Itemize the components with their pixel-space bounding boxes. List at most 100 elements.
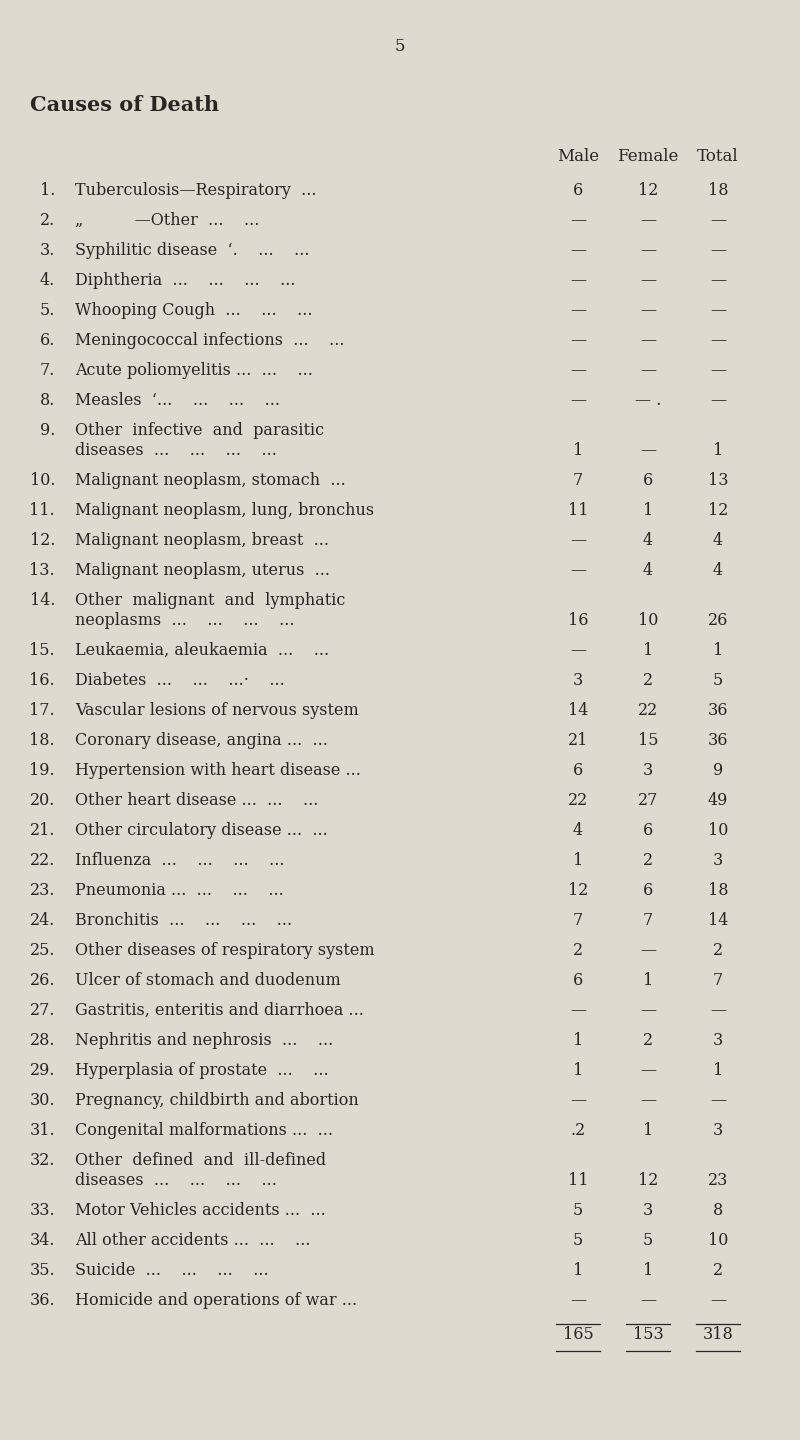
Text: 16: 16	[568, 612, 588, 629]
Text: 1: 1	[713, 1063, 723, 1079]
Text: .2: .2	[570, 1122, 586, 1139]
Text: 14: 14	[708, 912, 728, 929]
Text: Whooping Cough  ...    ...    ...: Whooping Cough ... ... ...	[75, 302, 313, 320]
Text: 3: 3	[713, 1032, 723, 1048]
Text: 12: 12	[708, 503, 728, 518]
Text: —: —	[640, 242, 656, 259]
Text: Other heart disease ...  ...    ...: Other heart disease ... ... ...	[75, 792, 318, 809]
Text: 35.: 35.	[30, 1261, 55, 1279]
Text: —: —	[710, 242, 726, 259]
Text: —: —	[640, 272, 656, 289]
Text: 26: 26	[708, 612, 728, 629]
Text: —: —	[640, 302, 656, 320]
Text: 6: 6	[643, 881, 653, 899]
Text: Other circulatory disease ...  ...: Other circulatory disease ... ...	[75, 822, 328, 840]
Text: Other diseases of respiratory system: Other diseases of respiratory system	[75, 942, 374, 959]
Text: Malignant neoplasm, breast  ...: Malignant neoplasm, breast ...	[75, 531, 329, 549]
Text: Coronary disease, angina ...  ...: Coronary disease, angina ... ...	[75, 732, 328, 749]
Text: —: —	[570, 242, 586, 259]
Text: 14.: 14.	[30, 592, 55, 609]
Text: 153: 153	[633, 1326, 663, 1344]
Text: Nephritis and nephrosis  ...    ...: Nephritis and nephrosis ... ...	[75, 1032, 334, 1048]
Text: 7.: 7.	[40, 361, 55, 379]
Text: 27: 27	[638, 792, 658, 809]
Text: 31.: 31.	[30, 1122, 55, 1139]
Text: 1: 1	[573, 852, 583, 868]
Text: —: —	[710, 1292, 726, 1309]
Text: 4: 4	[713, 531, 723, 549]
Text: 2: 2	[713, 1261, 723, 1279]
Text: Vascular lesions of nervous system: Vascular lesions of nervous system	[75, 701, 358, 719]
Text: 21: 21	[568, 732, 588, 749]
Text: 1: 1	[643, 642, 653, 660]
Text: 7: 7	[573, 472, 583, 490]
Text: Congenital malformations ...  ...: Congenital malformations ... ...	[75, 1122, 333, 1139]
Text: Other  defined  and  ill-defined: Other defined and ill-defined	[75, 1152, 326, 1169]
Text: 1: 1	[643, 1261, 653, 1279]
Text: Homicide and operations of war ...: Homicide and operations of war ...	[75, 1292, 357, 1309]
Text: 36.: 36.	[30, 1292, 55, 1309]
Text: Causes of Death: Causes of Death	[30, 95, 219, 115]
Text: Diphtheria  ...    ...    ...    ...: Diphtheria ... ... ... ...	[75, 272, 295, 289]
Text: 5.: 5.	[40, 302, 55, 320]
Text: 26.: 26.	[30, 972, 55, 989]
Text: Leukaemia, aleukaemia  ...    ...: Leukaemia, aleukaemia ... ...	[75, 642, 329, 660]
Text: Diabetes  ...    ...    ...·    ...: Diabetes ... ... ...· ...	[75, 672, 285, 688]
Text: 5: 5	[643, 1233, 653, 1248]
Text: 8: 8	[713, 1202, 723, 1220]
Text: 13: 13	[708, 472, 728, 490]
Text: —: —	[570, 272, 586, 289]
Text: — .: — .	[635, 392, 661, 409]
Text: 11.: 11.	[30, 503, 55, 518]
Text: 23: 23	[708, 1172, 728, 1189]
Text: 2: 2	[713, 942, 723, 959]
Text: 1: 1	[713, 642, 723, 660]
Text: 15: 15	[638, 732, 658, 749]
Text: —: —	[640, 361, 656, 379]
Text: Pregnancy, childbirth and abortion: Pregnancy, childbirth and abortion	[75, 1092, 358, 1109]
Text: —: —	[570, 531, 586, 549]
Text: 6: 6	[643, 472, 653, 490]
Text: Motor Vehicles accidents ...  ...: Motor Vehicles accidents ... ...	[75, 1202, 326, 1220]
Text: —: —	[570, 392, 586, 409]
Text: Malignant neoplasm, uterus  ...: Malignant neoplasm, uterus ...	[75, 562, 330, 579]
Text: —: —	[640, 1092, 656, 1109]
Text: Total: Total	[697, 148, 739, 166]
Text: 12.: 12.	[30, 531, 55, 549]
Text: —: —	[570, 302, 586, 320]
Text: 4: 4	[713, 562, 723, 579]
Text: 6: 6	[573, 181, 583, 199]
Text: —: —	[710, 1002, 726, 1020]
Text: 7: 7	[713, 972, 723, 989]
Text: 1: 1	[643, 972, 653, 989]
Text: 2: 2	[643, 1032, 653, 1048]
Text: 2: 2	[573, 942, 583, 959]
Text: —: —	[640, 942, 656, 959]
Text: 20.: 20.	[30, 792, 55, 809]
Text: 36: 36	[708, 701, 728, 719]
Text: —: —	[640, 1002, 656, 1020]
Text: 1: 1	[573, 1063, 583, 1079]
Text: 7: 7	[573, 912, 583, 929]
Text: —: —	[570, 212, 586, 229]
Text: 3: 3	[643, 1202, 653, 1220]
Text: 10.: 10.	[30, 472, 55, 490]
Text: 14: 14	[568, 701, 588, 719]
Text: Malignant neoplasm, stomach  ...: Malignant neoplasm, stomach ...	[75, 472, 346, 490]
Text: 3.: 3.	[40, 242, 55, 259]
Text: Pneumonia ...  ...    ...    ...: Pneumonia ... ... ... ...	[75, 881, 284, 899]
Text: 2.: 2.	[40, 212, 55, 229]
Text: 12: 12	[638, 181, 658, 199]
Text: 49: 49	[708, 792, 728, 809]
Text: Syphilitic disease  ‘.    ...    ...: Syphilitic disease ‘. ... ...	[75, 242, 310, 259]
Text: Bronchitis  ...    ...    ...    ...: Bronchitis ... ... ... ...	[75, 912, 292, 929]
Text: Female: Female	[618, 148, 678, 166]
Text: 3: 3	[713, 852, 723, 868]
Text: 6: 6	[573, 762, 583, 779]
Text: 165: 165	[562, 1326, 594, 1344]
Text: 22: 22	[638, 701, 658, 719]
Text: diseases  ...    ...    ...    ...: diseases ... ... ... ...	[75, 1172, 277, 1189]
Text: —: —	[570, 1292, 586, 1309]
Text: —: —	[710, 272, 726, 289]
Text: —: —	[570, 642, 586, 660]
